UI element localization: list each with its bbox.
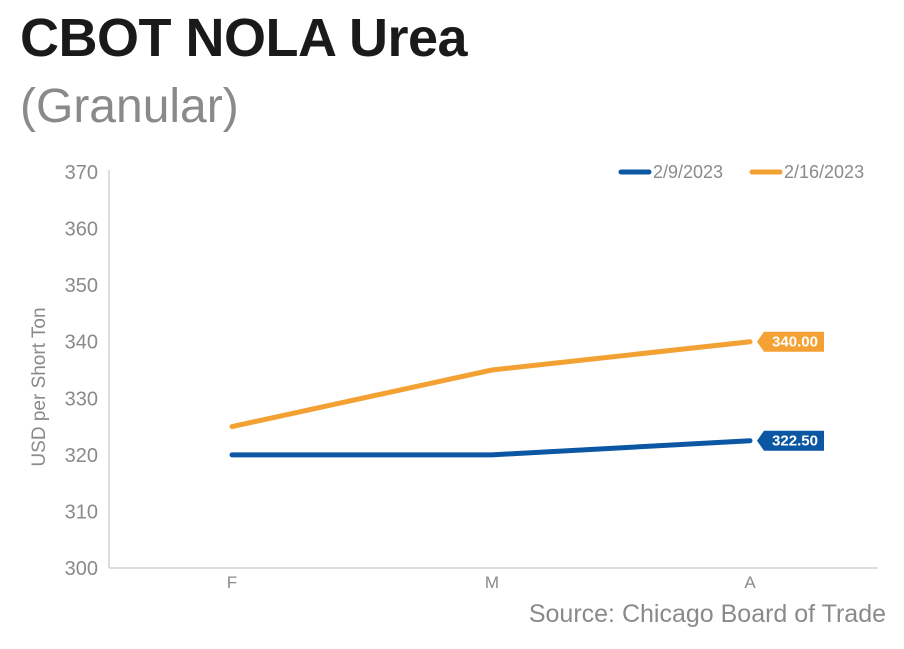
y-axis-ticks: 300 310 320 330 340 350 360 370 [65, 162, 98, 580]
y-tick-label: 360 [65, 219, 98, 241]
legend-label: 2/16/2023 [784, 162, 864, 182]
x-tick-label: A [744, 573, 756, 592]
end-label-value: 340.00 [772, 334, 818, 351]
end-label-value: 322.50 [772, 433, 818, 450]
legend: 2/9/2023 2/16/2023 [618, 162, 864, 182]
series-group: 340.00 322.50 [229, 331, 824, 458]
y-tick-label: 320 [65, 445, 98, 467]
series-line-1 [229, 339, 753, 430]
series-line-0 [229, 438, 753, 458]
y-tick-label: 310 [65, 501, 98, 523]
chart-title: CBOT NOLA Urea [20, 8, 468, 68]
chart-subtitle: (Granular) [20, 80, 239, 133]
chart-axes [108, 170, 878, 569]
x-tick-label: F [227, 573, 237, 592]
legend-label: 2/9/2023 [653, 162, 723, 182]
y-axis-label: USD per Short Ton [29, 307, 50, 466]
y-tick-label: 370 [65, 162, 98, 184]
y-tick-label: 300 [65, 558, 98, 580]
y-tick-label: 330 [65, 388, 98, 410]
x-tick-label: M [485, 573, 499, 592]
end-label-box [757, 430, 824, 451]
y-tick-label: 340 [65, 332, 98, 354]
end-label-box [757, 331, 824, 352]
source-note: Source: Chicago Board of Trade [528, 600, 886, 628]
y-tick-label: 350 [65, 275, 98, 297]
